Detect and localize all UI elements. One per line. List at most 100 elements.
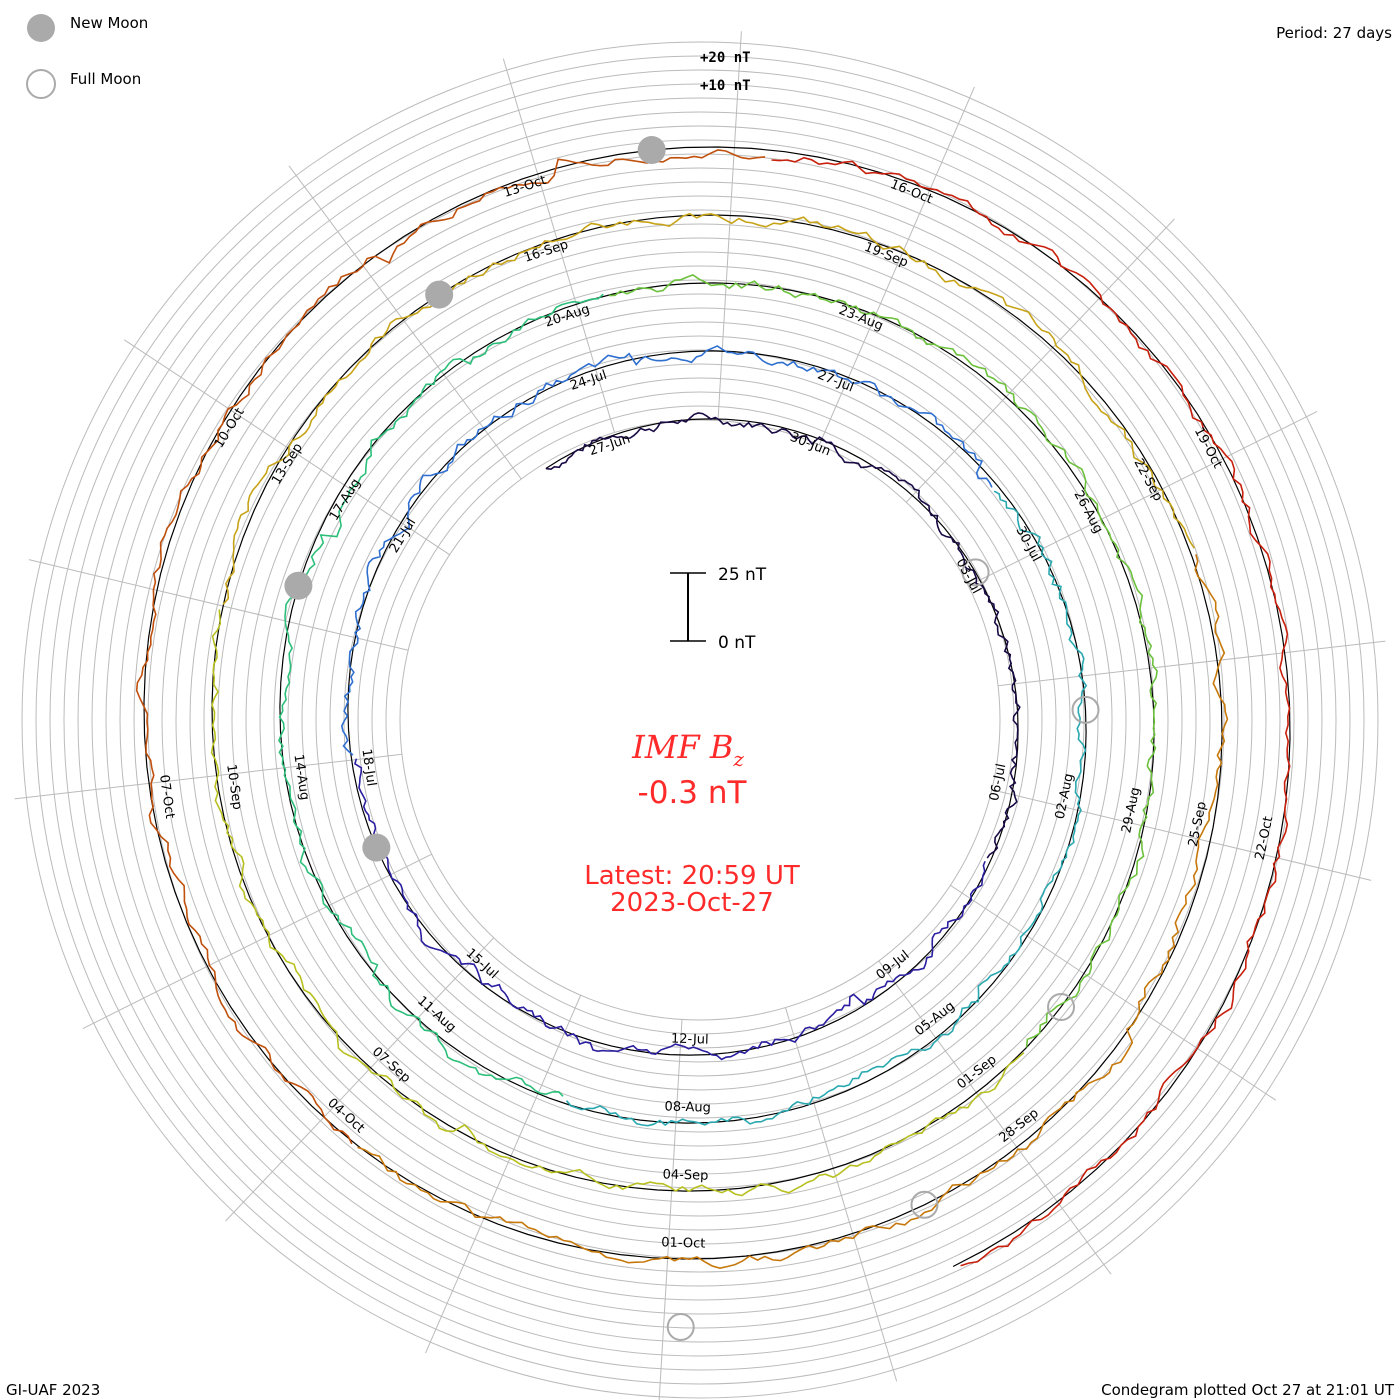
bz-trace-segment: [608, 274, 1158, 1048]
date-label: 07-Oct: [156, 774, 177, 820]
grid-ring: [77, 97, 1323, 1343]
full-moon-marker: [1071, 695, 1100, 724]
grid-ring: [119, 139, 1281, 1301]
latest-date: 2023-Oct-27: [610, 888, 774, 918]
baseline-spiral: [143, 146, 1291, 1268]
scale-bar: [670, 572, 706, 642]
scale-bar-bottom-label: 0 nT: [718, 633, 756, 653]
scale-label-plus10: +10 nT: [700, 78, 751, 94]
date-label: 16-Oct: [888, 177, 934, 207]
new-moon-marker: [362, 833, 391, 862]
grid-ring: [273, 293, 1127, 1147]
date-label: 10-Oct: [212, 405, 248, 450]
date-label: 26-Aug: [1070, 488, 1105, 536]
date-label: 09-Jul: [874, 948, 913, 983]
grid-spoke: [905, 218, 1175, 503]
grid-spoke: [28, 559, 409, 651]
grid-spoke: [425, 995, 582, 1354]
grid-spoke: [123, 339, 450, 556]
grid-ring: [329, 349, 1071, 1091]
full-moon-marker: [910, 1190, 939, 1219]
grid-ring: [175, 195, 1225, 1245]
grid-ring: [203, 223, 1197, 1217]
grid-ring: [357, 377, 1043, 1063]
new-moon-legend-icon: [27, 14, 55, 42]
current-value: -0.3 nT: [638, 775, 748, 811]
grid-spoke: [818, 86, 975, 445]
bz-trace-segment: [771, 156, 1291, 1267]
full-moon-legend-label: Full Moon: [70, 70, 141, 88]
grid-spoke: [785, 1007, 898, 1382]
grid-spoke: [14, 753, 403, 800]
date-label: 19-Sep: [862, 240, 910, 271]
grid-ring: [343, 363, 1057, 1077]
grid-ring: [259, 279, 1141, 1161]
bz-traces: [135, 146, 1291, 1270]
grid-spoke: [968, 411, 1318, 587]
grid-spoke: [950, 884, 1277, 1101]
date-label: 12-Jul: [671, 1032, 709, 1048]
grid-ring: [105, 125, 1295, 1315]
moon-markers: [284, 136, 1100, 1341]
grid-ring: [371, 391, 1029, 1049]
scale-bar-top-label: 25 nT: [718, 565, 767, 585]
grid-ring: [147, 167, 1253, 1273]
grid-spoke: [717, 31, 742, 421]
grid-ring: [189, 209, 1211, 1231]
quantity-title: IMF Bz: [631, 728, 744, 771]
date-label: 18-Jul: [358, 748, 378, 787]
date-label: 21-Jul: [387, 516, 420, 556]
grid-ring: [35, 55, 1365, 1385]
date-label: 23-Aug: [836, 303, 885, 334]
grid-ring: [49, 69, 1351, 1371]
bz-trace-segment: [222, 212, 1195, 605]
bz-trace-segment: [357, 554, 1229, 1270]
grid-ring: [301, 321, 1099, 1119]
full-moon-marker: [666, 1312, 695, 1341]
grid-spoke: [225, 937, 495, 1222]
new-moon-marker: [637, 136, 666, 165]
scale-label-plus20: +20 nT: [700, 50, 751, 66]
bz-trace-segment: [340, 345, 993, 756]
new-moon-marker: [284, 571, 313, 600]
date-label: 29-Aug: [1119, 786, 1143, 834]
grid-ring: [21, 41, 1379, 1399]
grid-ring: [133, 153, 1267, 1287]
grid-spoke: [997, 640, 1386, 687]
date-label: 06-Jul: [987, 762, 1009, 802]
date-label: 30-Jun: [788, 430, 833, 460]
bz-trace-segment: [545, 412, 1021, 859]
new-moon-legend-label: New Moon: [70, 14, 148, 32]
bz-trace-segment: [210, 609, 1025, 1197]
bz-trace-segment: [135, 149, 766, 1145]
full-moon-marker: [1047, 993, 1076, 1022]
polar-grid: [14, 31, 1386, 1400]
grid-ring: [91, 111, 1309, 1329]
date-label: 01-Oct: [661, 1235, 706, 1251]
date-label: 04-Sep: [662, 1167, 708, 1183]
grid-ring: [287, 307, 1113, 1133]
date-label: 14-Aug: [290, 753, 311, 801]
full-moon-marker: [961, 558, 990, 587]
grid-spoke: [288, 165, 522, 480]
grid-ring: [231, 251, 1169, 1189]
date-label: 22-Oct: [1253, 815, 1277, 861]
bz-trace-segment: [565, 490, 1088, 1127]
new-moon-marker: [425, 280, 454, 309]
grid-spoke: [991, 789, 1372, 881]
credit-label: GI-UAF 2023: [6, 1381, 100, 1399]
grid-ring: [399, 419, 1001, 1021]
grid-spoke: [878, 960, 1112, 1275]
bz-trace-segment: [353, 758, 986, 1061]
date-label: 27-Jun: [587, 432, 632, 459]
bz-trace-segment: [277, 293, 604, 1097]
date-label: 02-Aug: [1053, 772, 1077, 820]
grid-ring: [63, 83, 1337, 1357]
grid-spoke: [502, 58, 615, 433]
grid-spoke: [658, 1019, 683, 1400]
plotted-label: Condegram plotted Oct 27 at 21:01 UT: [1101, 1381, 1395, 1399]
latest-time: Latest: 20:59 UT: [584, 861, 800, 891]
grid-ring: [217, 237, 1183, 1203]
date-label: 08-Aug: [664, 1099, 711, 1115]
full-moon-legend-icon: [26, 69, 56, 99]
